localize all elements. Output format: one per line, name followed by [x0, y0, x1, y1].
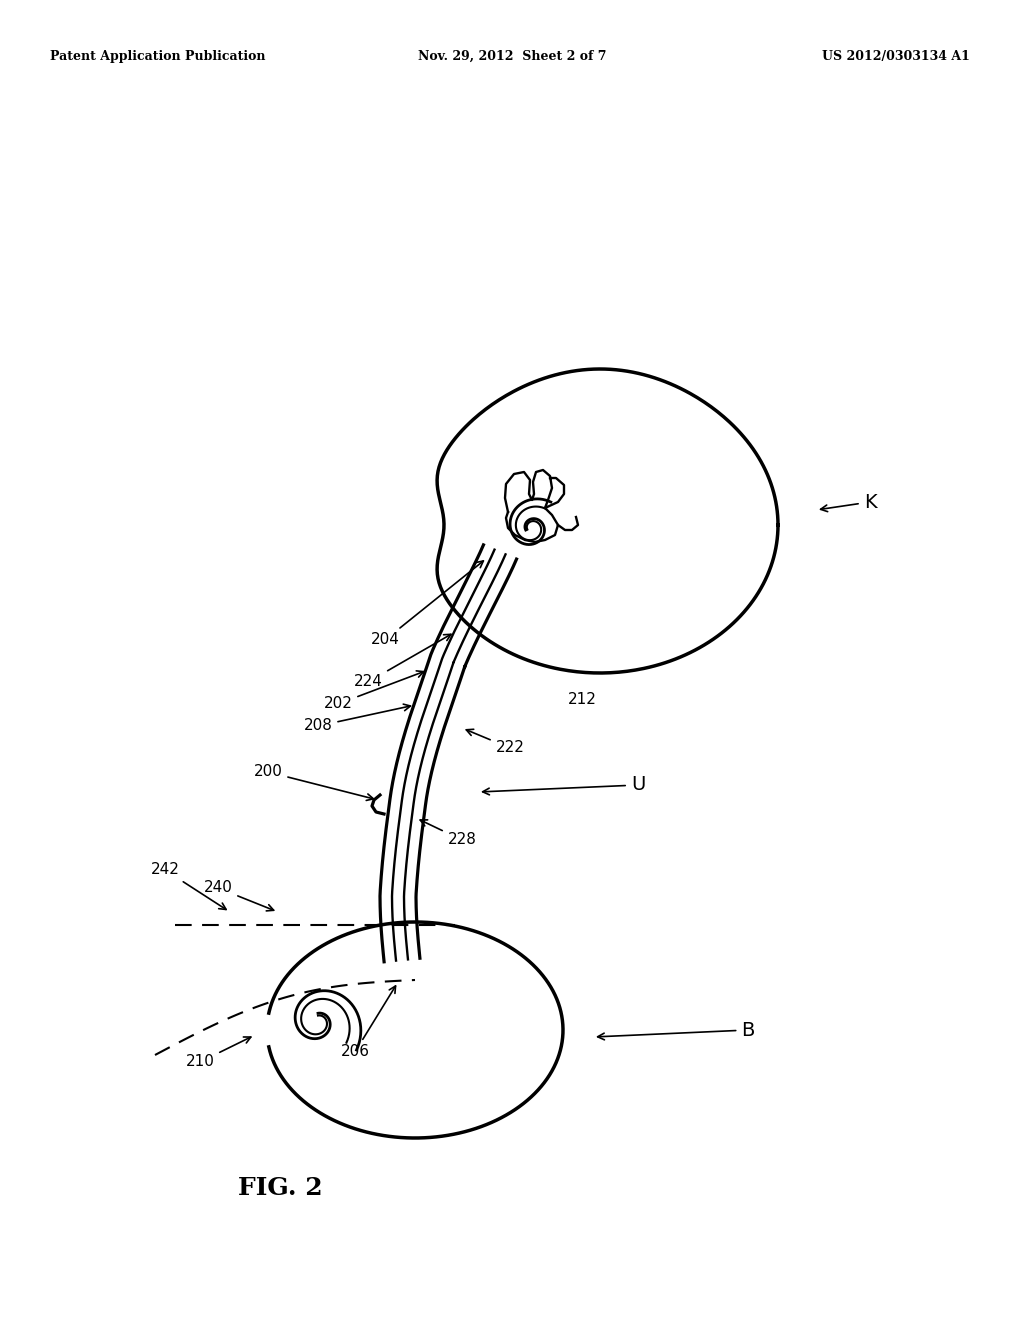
Text: FIG. 2: FIG. 2 [238, 1176, 323, 1200]
Text: K: K [820, 492, 877, 512]
Text: 242: 242 [151, 862, 226, 909]
Text: 228: 228 [420, 820, 476, 847]
Text: Nov. 29, 2012  Sheet 2 of 7: Nov. 29, 2012 Sheet 2 of 7 [418, 50, 606, 63]
Text: US 2012/0303134 A1: US 2012/0303134 A1 [822, 50, 970, 63]
Text: 224: 224 [353, 635, 451, 689]
Text: 204: 204 [371, 561, 483, 648]
Text: U: U [482, 776, 645, 795]
Text: 210: 210 [185, 1038, 251, 1069]
Text: B: B [598, 1020, 755, 1040]
Text: 200: 200 [254, 764, 374, 800]
Text: 212: 212 [567, 693, 596, 708]
Text: 240: 240 [204, 880, 273, 911]
Text: 222: 222 [466, 729, 524, 755]
Text: 202: 202 [324, 671, 424, 711]
Text: 206: 206 [341, 986, 395, 1060]
Text: Patent Application Publication: Patent Application Publication [50, 50, 265, 63]
Text: 208: 208 [303, 704, 411, 734]
